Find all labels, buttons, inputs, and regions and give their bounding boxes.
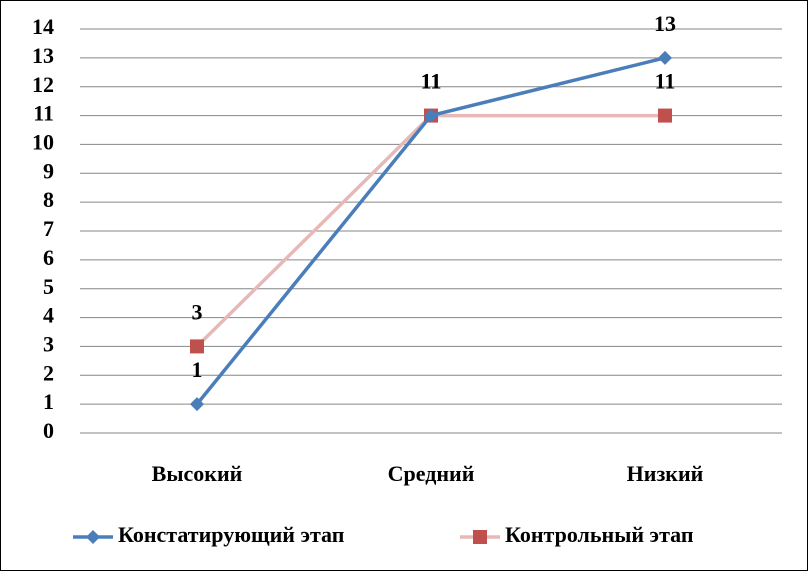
y-tick-label: 1 <box>43 389 54 414</box>
data-point <box>424 108 438 123</box>
data-point <box>190 397 204 412</box>
legend-marker <box>86 530 100 544</box>
data-point <box>658 108 672 123</box>
legend-label: Контрольный этап <box>505 522 694 547</box>
y-tick-label: 10 <box>32 129 54 154</box>
data-label: 3 <box>192 299 203 324</box>
legend-label: Констатирующий этап <box>118 522 345 547</box>
data-label: 11 <box>655 69 676 94</box>
y-tick-label: 14 <box>32 14 54 39</box>
x-tick-label: Низкий <box>627 461 704 486</box>
x-tick-label: Средний <box>388 461 475 486</box>
y-tick-label: 2 <box>43 360 54 385</box>
y-tick-label: 8 <box>43 187 54 212</box>
data-point <box>190 339 204 354</box>
x-tick-label: Высокий <box>152 461 243 486</box>
y-tick-label: 7 <box>43 216 54 241</box>
y-tick-label: 0 <box>43 418 54 443</box>
data-label: 11 <box>421 69 442 94</box>
data-label: 13 <box>654 11 676 36</box>
legend-marker <box>473 530 487 544</box>
y-tick-label: 13 <box>32 43 54 68</box>
y-tick-label: 4 <box>43 303 54 328</box>
y-tick-label: 3 <box>43 331 54 356</box>
y-tick-label: 6 <box>43 245 54 270</box>
data-point <box>658 50 672 65</box>
y-tick-label: 11 <box>33 101 54 126</box>
data-label: 11 <box>421 69 442 94</box>
y-tick-label: 9 <box>43 158 54 183</box>
data-label: 1 <box>192 357 203 382</box>
y-tick-label: 5 <box>43 274 54 299</box>
y-tick-label: 12 <box>32 72 54 97</box>
